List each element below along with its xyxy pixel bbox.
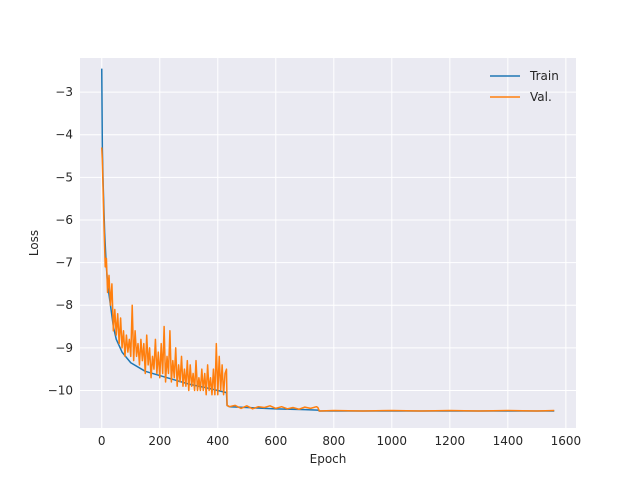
y-tick-label: −7 (55, 256, 73, 270)
y-tick-label: −10 (48, 383, 73, 397)
x-tick-label: 0 (98, 434, 106, 448)
x-tick-label: 1200 (435, 434, 466, 448)
y-tick-label: −9 (55, 341, 73, 355)
val-loss-line (101, 147, 555, 412)
y-tick-label: −8 (55, 298, 73, 312)
legend-label-train: Train (529, 69, 559, 83)
plot-background (80, 58, 576, 428)
x-tick-label: 1600 (551, 434, 582, 448)
x-tick-label: 600 (264, 434, 287, 448)
y-tick-label: −4 (55, 128, 73, 142)
x-tick-label: 400 (206, 434, 229, 448)
x-tick-labels: 0 200 400 600 800 1000 1200 1400 1600 (98, 434, 581, 448)
legend-label-val: Val. (530, 90, 552, 104)
x-tick-label: 1000 (377, 434, 408, 448)
legend: Train Val. (490, 69, 559, 104)
grid (80, 58, 576, 428)
series-lines (101, 68, 555, 412)
y-tick-label: −3 (55, 85, 73, 99)
x-axis-label: Epoch (310, 452, 347, 466)
x-tick-label: 800 (322, 434, 345, 448)
x-tick-label: 1400 (493, 434, 524, 448)
y-axis-label: Loss (27, 230, 41, 256)
y-tick-label: −6 (55, 213, 73, 227)
x-tick-label: 200 (148, 434, 171, 448)
y-tick-label: −5 (55, 170, 73, 184)
y-tick-labels: −3 −4 −5 −6 −7 −8 −9 −10 (48, 85, 73, 397)
